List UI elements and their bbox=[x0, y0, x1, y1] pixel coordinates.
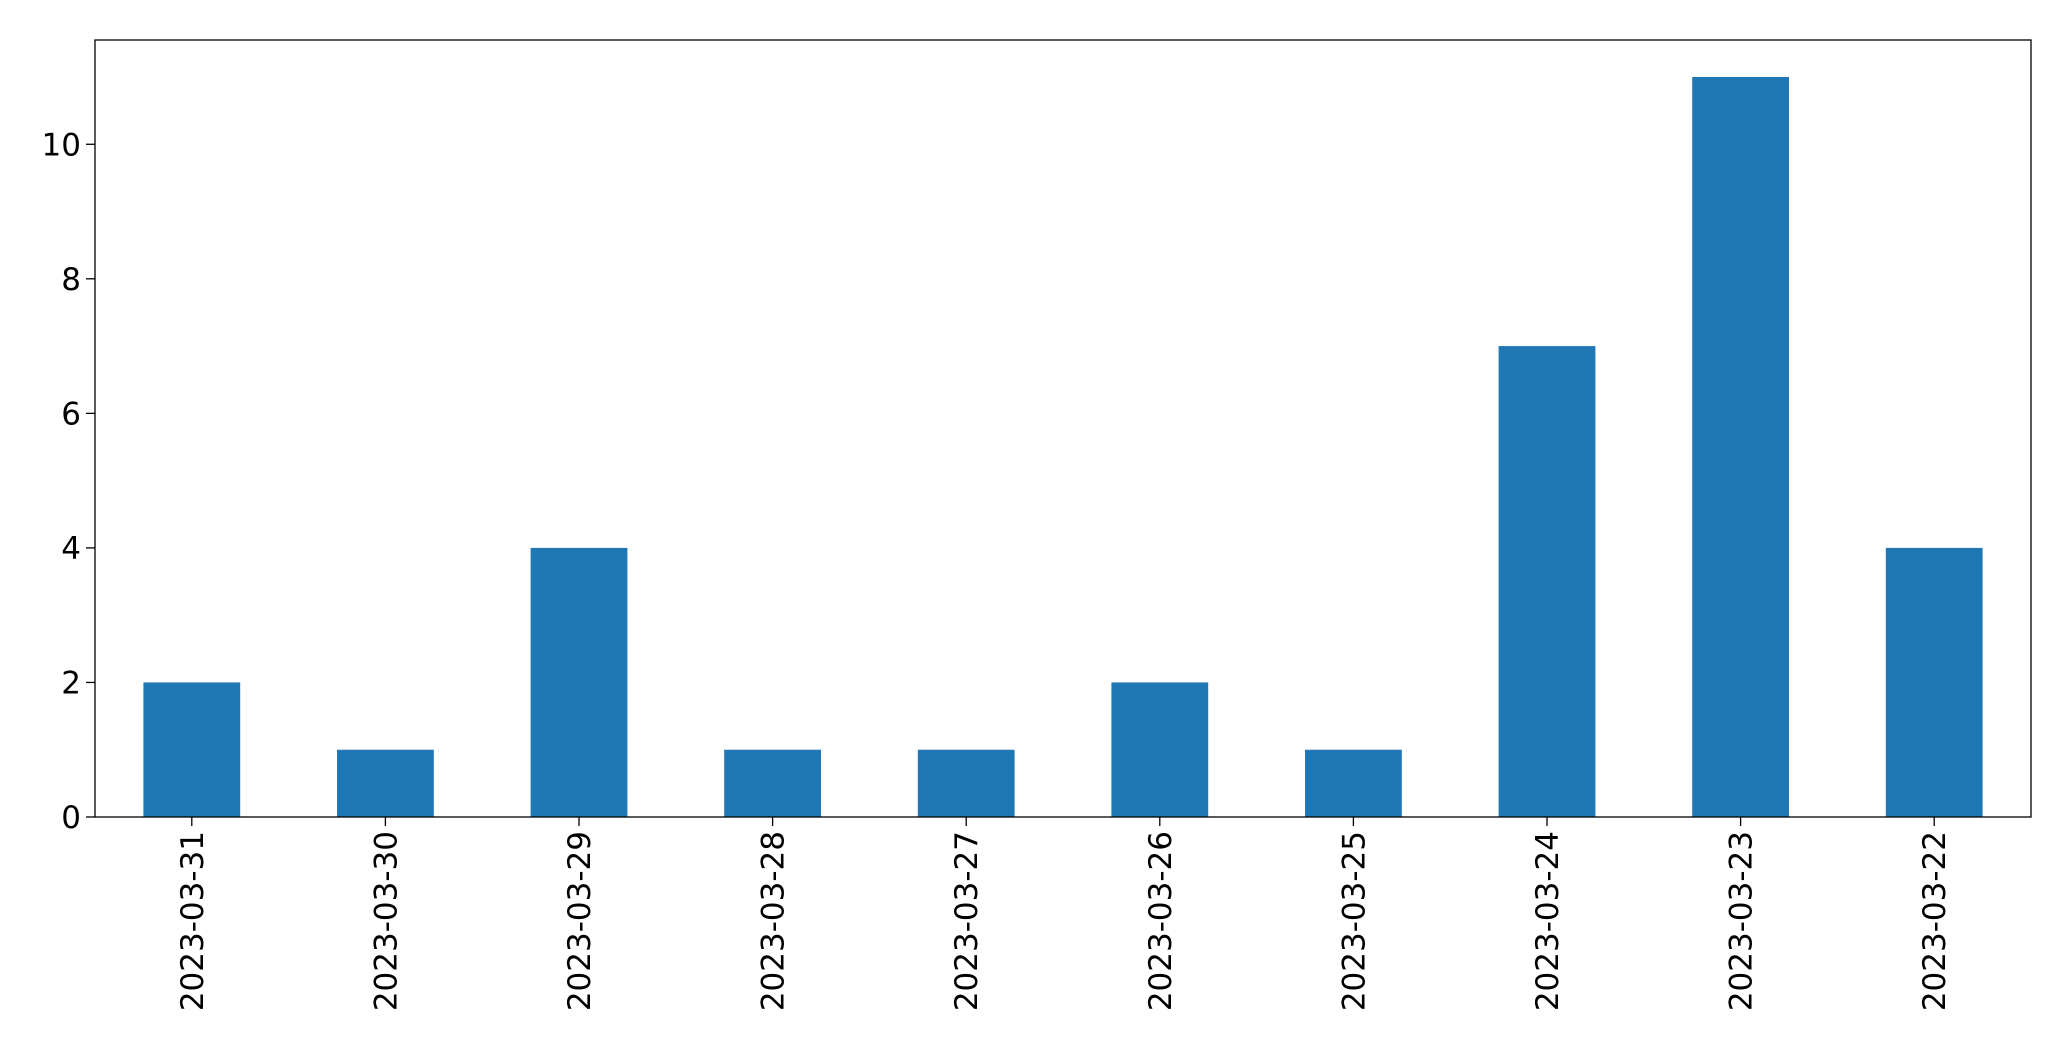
bar bbox=[337, 749, 434, 817]
bar bbox=[530, 547, 628, 817]
y-tick-label: 0 bbox=[61, 800, 81, 836]
bar bbox=[143, 682, 241, 817]
x-tick-label: 2023-03-23 bbox=[1724, 831, 1760, 1011]
y-tick-label: 10 bbox=[42, 127, 81, 163]
bar bbox=[1692, 77, 1789, 817]
bar bbox=[1111, 682, 1209, 817]
x-tick-label: 2023-03-29 bbox=[562, 831, 598, 1011]
x-tick-label: 2023-03-26 bbox=[1143, 831, 1179, 1011]
x-tick-label: 2023-03-30 bbox=[368, 831, 404, 1011]
bar bbox=[917, 749, 1015, 817]
y-tick-label: 8 bbox=[61, 262, 81, 298]
bar bbox=[724, 749, 821, 817]
y-tick-label: 2 bbox=[61, 665, 81, 701]
bar bbox=[1305, 749, 1402, 817]
x-tick-label: 2023-03-25 bbox=[1336, 831, 1372, 1011]
y-tick-label: 6 bbox=[61, 396, 81, 432]
y-tick-label: 4 bbox=[61, 531, 81, 567]
x-tick-label: 2023-03-28 bbox=[756, 831, 792, 1011]
x-tick-label: 2023-03-24 bbox=[1530, 831, 1566, 1011]
bar bbox=[1498, 346, 1596, 817]
plot-frame bbox=[94, 39, 2032, 818]
x-tick-label: 2023-03-27 bbox=[949, 831, 985, 1011]
bar bbox=[1885, 547, 1983, 817]
x-tick-label: 2023-03-22 bbox=[1917, 831, 1953, 1011]
x-tick-label: 2023-03-31 bbox=[175, 831, 211, 1011]
